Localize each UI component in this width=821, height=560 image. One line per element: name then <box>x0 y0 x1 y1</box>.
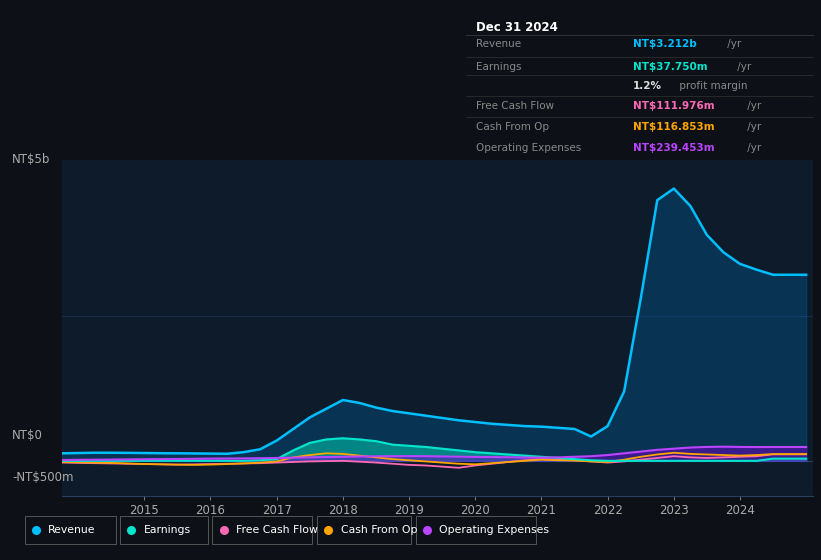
Text: Earnings: Earnings <box>476 62 521 72</box>
Text: /yr: /yr <box>744 143 761 153</box>
Text: Dec 31 2024: Dec 31 2024 <box>476 21 557 34</box>
Text: Cash From Op: Cash From Op <box>476 122 549 132</box>
Text: /yr: /yr <box>744 101 761 111</box>
Text: NT$239.453m: NT$239.453m <box>633 143 714 153</box>
Text: NT$5b: NT$5b <box>12 153 51 166</box>
Text: Earnings: Earnings <box>144 525 190 535</box>
Text: profit margin: profit margin <box>676 81 747 91</box>
Text: /yr: /yr <box>724 39 741 49</box>
Text: Revenue: Revenue <box>48 525 95 535</box>
Text: -NT$500m: -NT$500m <box>12 470 74 484</box>
Text: /yr: /yr <box>744 122 761 132</box>
Text: /yr: /yr <box>734 62 751 72</box>
Text: Operating Expenses: Operating Expenses <box>439 525 549 535</box>
Text: Cash From Op: Cash From Op <box>341 525 417 535</box>
Text: Free Cash Flow: Free Cash Flow <box>236 525 318 535</box>
Text: Free Cash Flow: Free Cash Flow <box>476 101 554 111</box>
Text: NT$0: NT$0 <box>12 429 44 442</box>
Text: NT$111.976m: NT$111.976m <box>633 101 714 111</box>
Text: NT$37.750m: NT$37.750m <box>633 62 708 72</box>
Text: 1.2%: 1.2% <box>633 81 662 91</box>
Text: NT$116.853m: NT$116.853m <box>633 122 714 132</box>
Text: Operating Expenses: Operating Expenses <box>476 143 581 153</box>
Text: NT$3.212b: NT$3.212b <box>633 39 697 49</box>
Text: Revenue: Revenue <box>476 39 521 49</box>
